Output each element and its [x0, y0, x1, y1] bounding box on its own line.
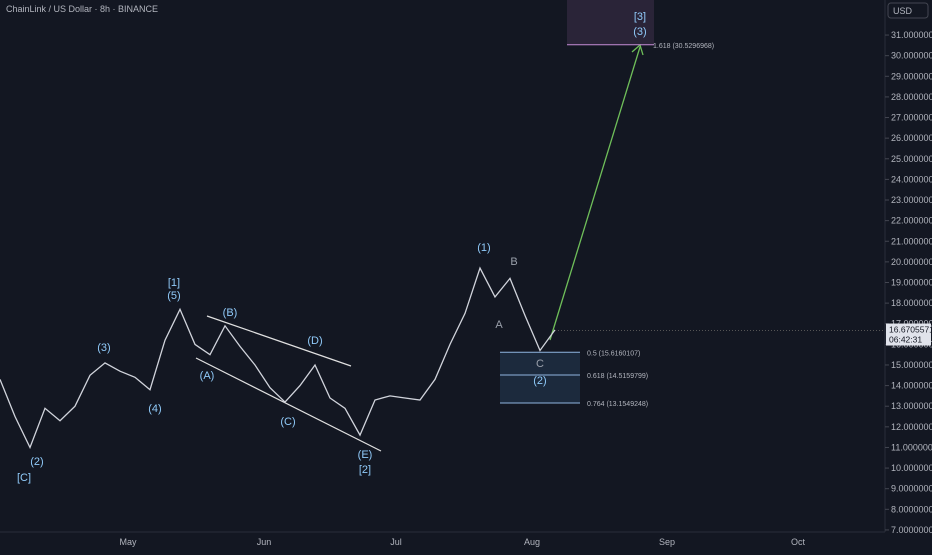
y-tick-label: 12.0000000: [891, 422, 932, 432]
fib-label: 0.618 (14.5159799): [587, 373, 648, 380]
currency: USD: [893, 6, 913, 16]
wave-label: (1): [477, 242, 490, 254]
y-tick-label: 19.0000000: [891, 277, 932, 287]
y-tick-label: 28.0000000: [891, 92, 932, 102]
last-price: 16.6705571: [889, 325, 932, 335]
wave-label: (3): [633, 26, 646, 38]
wave-label: (4): [148, 403, 161, 415]
x-tick-label: Jun: [257, 537, 272, 547]
countdown: 06:42:31: [889, 335, 922, 345]
wave-label: [2]: [359, 464, 371, 476]
y-tick-label: 18.0000000: [891, 298, 932, 308]
y-tick-label: 15.0000000: [891, 360, 932, 370]
wave-label: (D): [307, 335, 322, 347]
wedge-line: [195, 357, 382, 452]
y-tick-label: 22.0000000: [891, 216, 932, 226]
y-tick-label: 24.0000000: [891, 174, 932, 184]
y-tick-label: 20.0000000: [891, 257, 932, 267]
wave-label: [1]: [168, 277, 180, 289]
wave-label: B: [510, 256, 517, 268]
wave-label: (C): [280, 416, 295, 428]
chart-title: ChainLink / US Dollar · 8h · BINANCE: [6, 4, 158, 14]
wave-label: [C]: [17, 472, 31, 484]
wave-label: (2): [30, 456, 43, 468]
y-tick-label: 7.0000000: [891, 525, 932, 535]
target-zone: [567, 0, 654, 45]
wave-label: (3): [97, 342, 110, 354]
price-box: [886, 323, 931, 346]
projection-arrow: [549, 46, 641, 341]
y-tick-label: 27.0000000: [891, 113, 932, 123]
fib-zone: [500, 352, 580, 403]
currency-box: [887, 2, 929, 19]
y-tick-label: 23.0000000: [891, 195, 932, 205]
y-tick-label: 25.0000000: [891, 154, 932, 164]
x-tick-label: Aug: [524, 537, 540, 547]
x-tick-label: Sep: [659, 537, 675, 547]
wave-label: (A): [200, 370, 215, 382]
price-line: [0, 266, 556, 450]
y-tick-label: 26.0000000: [891, 133, 932, 143]
wave-label: C: [536, 358, 544, 370]
y-tick-label: 9.0000000: [891, 484, 932, 494]
wave-label: [3]: [634, 11, 646, 23]
y-tick-label: 13.0000000: [891, 401, 932, 411]
y-tick-label: 8.0000000: [891, 504, 932, 514]
y-tick-label: 30.0000000: [891, 51, 932, 61]
wave-label: (5): [167, 290, 180, 302]
y-tick-label: 29.0000000: [891, 71, 932, 81]
wedge-line: [206, 315, 352, 367]
y-tick-label: 31.0000000: [891, 30, 932, 40]
x-tick-label: Jul: [390, 537, 402, 547]
y-tick-label: 11.0000000: [891, 442, 932, 452]
wave-label: (2): [533, 375, 546, 387]
wave-label: (E): [358, 449, 373, 461]
y-tick-label: 14.0000000: [891, 381, 932, 391]
x-tick-label: Oct: [791, 537, 806, 547]
fib-label: 0.5 (15.6160107): [587, 350, 640, 357]
fib-label: 1.618 (30.5296968): [653, 43, 714, 50]
y-tick-label: 21.0000000: [891, 236, 932, 246]
x-tick-label: May: [119, 537, 137, 547]
fib-label: 0.764 (13.1549248): [587, 401, 648, 408]
wave-label: A: [495, 319, 503, 331]
wave-label: (B): [223, 307, 238, 319]
y-tick-label: 10.0000000: [891, 463, 932, 473]
